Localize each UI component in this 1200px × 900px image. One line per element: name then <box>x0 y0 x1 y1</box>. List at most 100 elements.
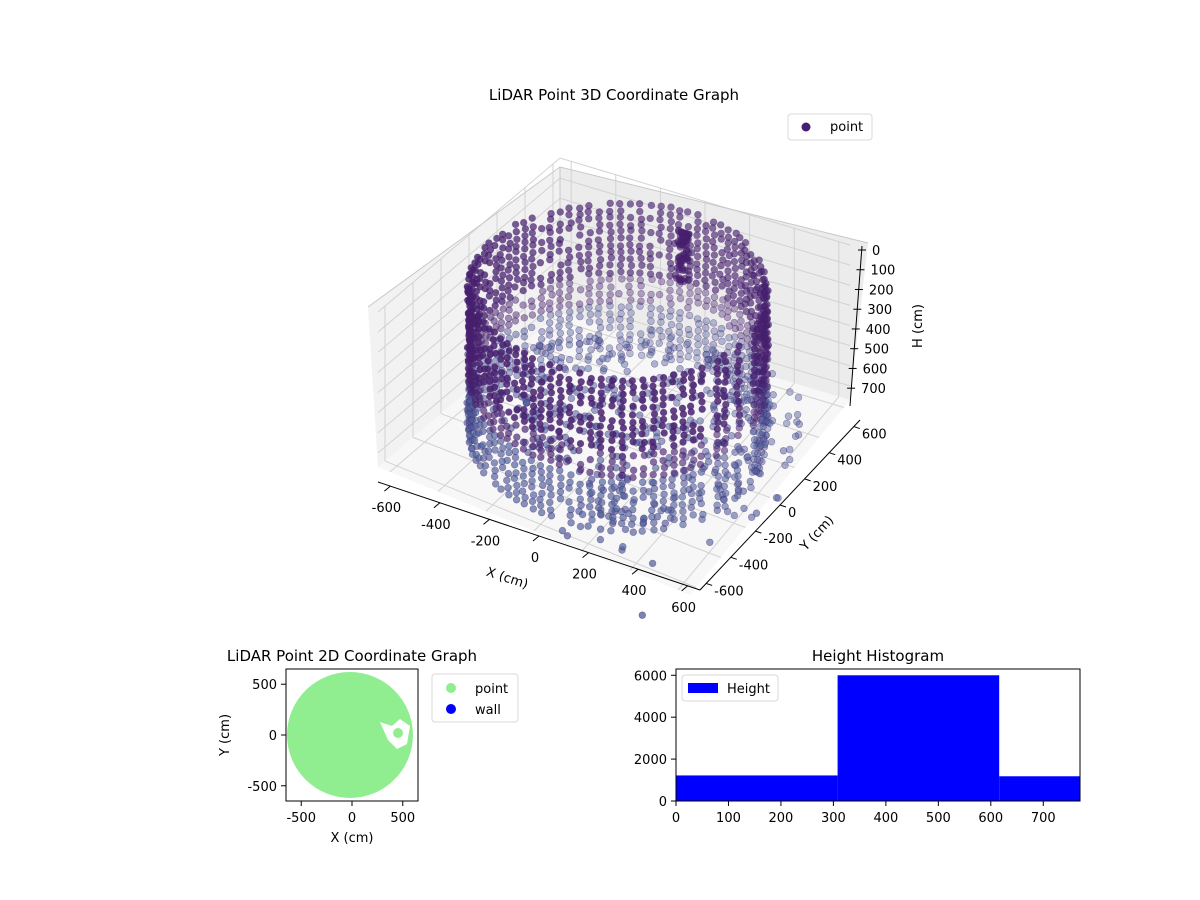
cloud-point <box>679 507 687 516</box>
cloud-point <box>742 362 750 371</box>
cloud-point <box>679 438 687 446</box>
cloud-point <box>648 327 656 335</box>
cloud-point <box>594 236 602 244</box>
cloud-point <box>710 327 718 335</box>
cloud-point <box>576 305 584 314</box>
cloud-point <box>648 559 657 568</box>
cloud-point <box>709 341 717 349</box>
cloud-point <box>694 327 702 335</box>
cloud-point <box>497 410 506 418</box>
cloud-point <box>627 296 635 304</box>
cloud-point <box>487 313 495 321</box>
cloud-point <box>595 208 604 216</box>
x-tick-label: -400 <box>421 518 451 533</box>
cloud-point <box>760 436 768 444</box>
cloud-point <box>794 393 803 402</box>
cloud-point <box>785 445 794 454</box>
cloud-point <box>646 262 655 271</box>
cloud-point <box>659 456 667 465</box>
cloud-point <box>717 303 725 312</box>
cloud-point <box>625 234 634 242</box>
cloud-point <box>638 527 646 535</box>
cloud-point <box>586 428 595 437</box>
cloud-point <box>679 473 688 481</box>
cloud-point <box>617 267 625 276</box>
cloud-point <box>512 344 520 353</box>
cloud-point <box>605 323 614 332</box>
cloud-point <box>512 496 521 504</box>
cloud-point <box>548 368 556 376</box>
cloud-point <box>576 339 584 348</box>
cloud-point <box>658 422 666 430</box>
cloud-point <box>547 437 555 445</box>
cloud-point <box>529 464 537 473</box>
cloud-point <box>683 208 692 216</box>
cloud-point <box>617 207 625 215</box>
tick-mark <box>853 426 861 430</box>
cloud-point <box>586 455 594 464</box>
cloud-point <box>556 235 564 244</box>
cloud-point <box>492 268 500 276</box>
cloud-point <box>635 242 644 251</box>
cloud-point <box>697 468 706 476</box>
cloud-point <box>576 522 585 531</box>
cloud-point <box>649 438 657 446</box>
cloud-point <box>649 375 658 383</box>
y-tick-label: -500 <box>247 780 277 795</box>
cloud-point <box>693 354 701 362</box>
plot-3d-legend-marker <box>801 122 811 132</box>
cloud-point <box>627 247 635 255</box>
cloud-point <box>595 269 603 277</box>
cloud-point <box>760 401 768 409</box>
plot-2d-legend-marker-wall <box>446 704 456 714</box>
cloud-point <box>545 305 554 313</box>
cloud-point <box>769 402 777 410</box>
cloud-point <box>762 417 771 425</box>
cloud-point <box>669 433 677 442</box>
cloud-point <box>497 485 505 493</box>
cloud-point <box>576 369 584 377</box>
cloud-point <box>608 452 617 460</box>
cloud-point <box>547 444 556 453</box>
cloud-point <box>667 300 675 308</box>
x-tick-label: 100 <box>716 811 741 826</box>
cloud-point <box>617 303 625 311</box>
cloud-point <box>734 397 743 405</box>
cloud-point <box>708 238 717 246</box>
cloud-point <box>587 346 595 354</box>
cloud-point <box>661 358 669 367</box>
cloud-point <box>702 447 710 456</box>
cloud-point <box>556 454 564 463</box>
cloud-point <box>527 367 536 376</box>
cloud-point <box>490 472 499 481</box>
cloud-point <box>756 348 765 356</box>
cloud-point <box>575 326 583 334</box>
cloud-point <box>556 418 564 426</box>
cloud-point <box>710 293 719 301</box>
cloud-point <box>655 290 664 299</box>
cloud-point <box>467 300 476 308</box>
cloud-point <box>538 489 546 498</box>
cloud-point <box>759 434 768 442</box>
cloud-point <box>557 474 565 482</box>
cloud-point <box>556 406 564 414</box>
cloud-point <box>743 321 752 330</box>
cloud-point <box>597 408 605 417</box>
cloud-point <box>596 401 604 410</box>
histogram-legend-label: Height <box>727 682 770 697</box>
cloud-point <box>503 476 511 485</box>
cloud-point <box>520 333 528 341</box>
cloud-point <box>629 473 637 482</box>
cloud-point <box>629 514 637 522</box>
cloud-point <box>735 445 743 453</box>
cloud-point <box>710 468 719 477</box>
cloud-point <box>608 350 616 358</box>
cloud-point <box>518 377 527 385</box>
cloud-point <box>638 261 646 269</box>
cloud-point <box>498 463 507 472</box>
cloud-point <box>546 402 554 411</box>
cloud-point <box>555 281 564 289</box>
cloud-point <box>544 343 552 352</box>
cloud-point <box>639 376 647 384</box>
cloud-point <box>608 402 616 410</box>
